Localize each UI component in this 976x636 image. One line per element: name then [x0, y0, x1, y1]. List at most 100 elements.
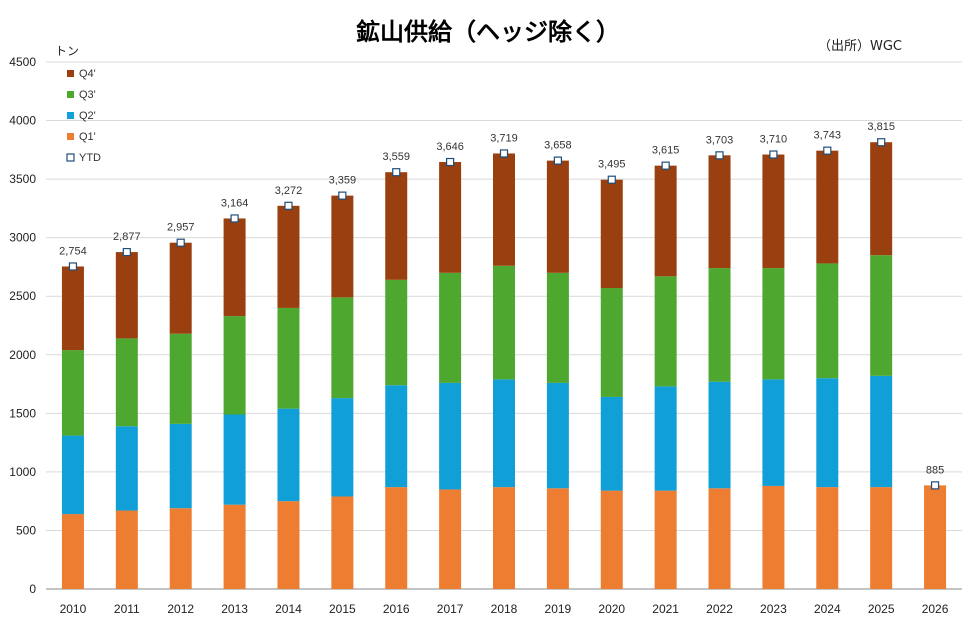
source-note: （出所）WGC [818, 39, 903, 54]
bar-segment [331, 195, 354, 298]
bar-segment [331, 398, 354, 497]
chart-title: 鉱山供給（ヘッジ除く） [356, 18, 620, 46]
bar-segment [546, 488, 569, 589]
x-tick-label: 2026 [922, 602, 949, 616]
data-label: 3,703 [706, 134, 734, 146]
ytd-marker [553, 156, 562, 165]
y-tick-label: 2000 [9, 348, 36, 362]
bar-segment [870, 487, 893, 589]
bar-segment [600, 288, 623, 397]
y-tick-label: 3500 [9, 172, 36, 186]
bar-segment [277, 205, 300, 308]
bar-segment [331, 496, 354, 589]
bar-segment [61, 435, 84, 515]
x-tick-label: 2013 [221, 602, 248, 616]
ytd-marker [823, 146, 832, 155]
legend-label: Q1' [79, 131, 96, 143]
bar-segment [385, 487, 408, 589]
bar-segment [762, 485, 785, 589]
data-label: 3,710 [760, 134, 788, 146]
bar-segment [61, 350, 84, 436]
x-tick-label: 2024 [814, 602, 841, 616]
x-tick-label: 2017 [437, 602, 464, 616]
y-tick-label: 4000 [9, 114, 36, 128]
bar-segment [654, 386, 677, 491]
data-label: 2,754 [59, 245, 87, 257]
y-tick-label: 2500 [9, 289, 36, 303]
bar-segment [169, 423, 192, 509]
ytd-marker [230, 214, 239, 223]
bar-segment [493, 153, 515, 266]
bar-segment [546, 272, 569, 383]
x-tick-label: 2018 [491, 602, 518, 616]
legend: Q4' Q3' Q2' Q1' YTD [66, 68, 101, 164]
data-label: 3,359 [329, 175, 357, 187]
data-label: 3,495 [598, 159, 626, 171]
bar-segment [115, 252, 138, 339]
y-tick-label: 4500 [9, 55, 36, 69]
legend-label: YTD [79, 152, 101, 164]
ytd-marker [607, 175, 616, 184]
x-tick-label: 2016 [383, 602, 410, 616]
bar-segment [708, 155, 731, 269]
bar-segment [277, 408, 300, 502]
x-tick-label: 2022 [706, 602, 733, 616]
bar-segment [708, 268, 731, 382]
x-tick-label: 2014 [275, 602, 302, 616]
bar-segment [115, 426, 138, 511]
bar-segment [223, 414, 246, 505]
legend-swatch [67, 112, 74, 119]
bar-segment [439, 489, 462, 589]
bar-segment [277, 307, 300, 409]
bar-segment [654, 276, 677, 387]
bar-segment [654, 165, 677, 277]
data-label: 3,272 [275, 185, 303, 197]
data-label: 2,877 [113, 231, 141, 243]
bar-segment [439, 382, 462, 490]
bar-segment [169, 508, 192, 589]
x-axis-ticks: 2010 2011 2012 2013 2014 2015 2016 2017 2018 2019… [60, 602, 949, 616]
x-tick-label: 2023 [760, 602, 787, 616]
legend-swatch [67, 70, 74, 77]
bar-segment [762, 154, 785, 269]
legend-swatch [67, 91, 74, 98]
bar-segment [816, 150, 839, 264]
y-axis-ticks: 0 500 1000 1500 2000 2500 3000 3500 4000 4500 [9, 55, 36, 596]
bar-segment [870, 375, 893, 488]
ytd-marker [122, 247, 131, 257]
legend-swatch [67, 133, 74, 140]
bar-segment [600, 179, 623, 289]
ytd-marker [338, 191, 347, 200]
bar-segment [924, 485, 947, 589]
data-label: 2,957 [167, 222, 195, 234]
ytd-marker [284, 201, 293, 210]
bar-segment [708, 488, 731, 589]
ytd-marker [499, 149, 509, 158]
y-tick-label: 0 [29, 582, 36, 596]
ytd-marker [877, 138, 886, 147]
x-tick-label: 2019 [545, 602, 572, 616]
bar-segment [816, 487, 839, 589]
bar-segment [546, 382, 569, 489]
legend-label: Q3' [79, 89, 96, 101]
bar-segment [115, 510, 138, 589]
bar-segment [223, 316, 246, 415]
bar-segment [61, 514, 84, 589]
bar-segment [331, 297, 354, 399]
bar-segment [546, 160, 569, 273]
legend-label: Q2' [79, 110, 96, 122]
bar-segment [870, 255, 893, 376]
bar-segment [385, 172, 408, 280]
y-tick-label: 1500 [9, 406, 36, 420]
data-label: 3,719 [490, 132, 518, 144]
ytd-marker [661, 161, 670, 170]
bar-segment [762, 379, 785, 486]
data-label: 3,815 [867, 121, 895, 133]
bar-segment [493, 265, 515, 380]
ytd-marker [392, 168, 401, 177]
x-tick-label: 2020 [598, 602, 625, 616]
x-tick-label: 2025 [868, 602, 895, 616]
bar-segment [493, 379, 515, 488]
bar-segment [169, 242, 192, 334]
